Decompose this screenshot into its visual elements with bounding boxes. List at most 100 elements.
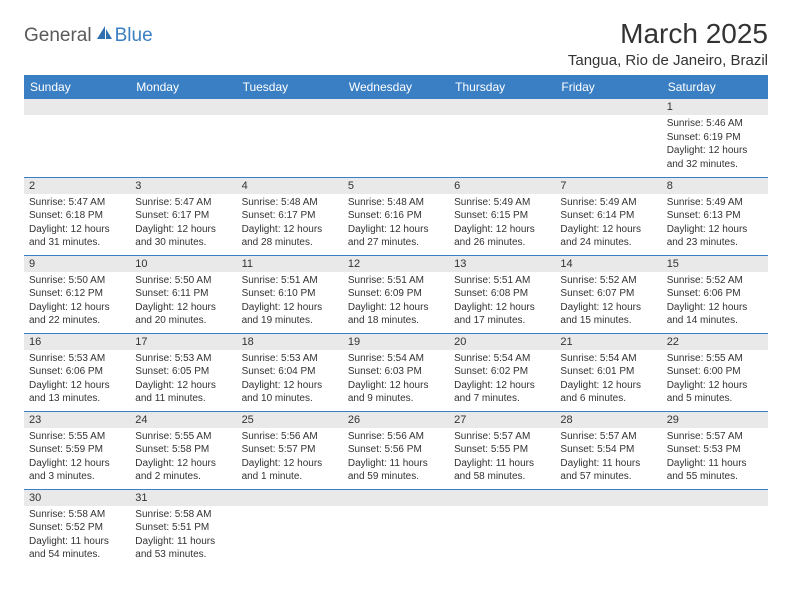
calendar-cell: 29Sunrise: 5:57 AMSunset: 5:53 PMDayligh… [662, 411, 768, 489]
sunrise-text: Sunrise: 5:57 AM [560, 430, 656, 444]
daylight-text: Daylight: 12 hours and 1 minute. [242, 457, 338, 484]
day-number: 11 [237, 256, 343, 272]
daylight-text: Daylight: 12 hours and 14 minutes. [667, 301, 763, 328]
calendar-cell [237, 99, 343, 177]
sunset-text: Sunset: 5:51 PM [135, 521, 231, 535]
sunset-text: Sunset: 6:17 PM [135, 209, 231, 223]
sunrise-text: Sunrise: 5:53 AM [242, 352, 338, 366]
sunset-text: Sunset: 5:58 PM [135, 443, 231, 457]
calendar-table: Sunday Monday Tuesday Wednesday Thursday… [24, 75, 768, 567]
daylight-text: Daylight: 12 hours and 20 minutes. [135, 301, 231, 328]
sunset-text: Sunset: 6:04 PM [242, 365, 338, 379]
calendar-cell: 24Sunrise: 5:55 AMSunset: 5:58 PMDayligh… [130, 411, 236, 489]
sunset-text: Sunset: 6:14 PM [560, 209, 656, 223]
calendar-cell: 16Sunrise: 5:53 AMSunset: 6:06 PMDayligh… [24, 333, 130, 411]
calendar-cell: 17Sunrise: 5:53 AMSunset: 6:05 PMDayligh… [130, 333, 236, 411]
daylight-text: Daylight: 12 hours and 19 minutes. [242, 301, 338, 328]
day-number: 19 [343, 334, 449, 350]
calendar-cell [343, 99, 449, 177]
calendar-cell [237, 489, 343, 567]
calendar-cell: 20Sunrise: 5:54 AMSunset: 6:02 PMDayligh… [449, 333, 555, 411]
sunrise-text: Sunrise: 5:54 AM [348, 352, 444, 366]
calendar-cell [130, 99, 236, 177]
sunrise-text: Sunrise: 5:54 AM [454, 352, 550, 366]
sunrise-text: Sunrise: 5:58 AM [29, 508, 125, 522]
calendar-cell: 9Sunrise: 5:50 AMSunset: 6:12 PMDaylight… [24, 255, 130, 333]
day-details: Sunrise: 5:55 AMSunset: 6:00 PMDaylight:… [662, 350, 768, 410]
sunset-text: Sunset: 6:15 PM [454, 209, 550, 223]
calendar-cell: 8Sunrise: 5:49 AMSunset: 6:13 PMDaylight… [662, 177, 768, 255]
sunset-text: Sunset: 5:57 PM [242, 443, 338, 457]
day-details: Sunrise: 5:47 AMSunset: 6:17 PMDaylight:… [130, 194, 236, 254]
sunset-text: Sunset: 6:01 PM [560, 365, 656, 379]
day-number: 28 [555, 412, 661, 428]
calendar-cell [555, 489, 661, 567]
sunset-text: Sunset: 6:16 PM [348, 209, 444, 223]
day-number: 20 [449, 334, 555, 350]
calendar-week: 2Sunrise: 5:47 AMSunset: 6:18 PMDaylight… [24, 177, 768, 255]
month-title: March 2025 [568, 18, 768, 50]
day-number [555, 99, 661, 115]
calendar-cell: 10Sunrise: 5:50 AMSunset: 6:11 PMDayligh… [130, 255, 236, 333]
title-block: March 2025 Tangua, Rio de Janeiro, Brazi… [568, 18, 768, 69]
calendar-cell [343, 489, 449, 567]
day-number [24, 99, 130, 115]
daylight-text: Daylight: 12 hours and 28 minutes. [242, 223, 338, 250]
day-number: 31 [130, 490, 236, 506]
day-number: 29 [662, 412, 768, 428]
day-details: Sunrise: 5:51 AMSunset: 6:10 PMDaylight:… [237, 272, 343, 332]
sunset-text: Sunset: 5:54 PM [560, 443, 656, 457]
day-number: 6 [449, 178, 555, 194]
calendar-cell: 3Sunrise: 5:47 AMSunset: 6:17 PMDaylight… [130, 177, 236, 255]
day-details: Sunrise: 5:57 AMSunset: 5:54 PMDaylight:… [555, 428, 661, 488]
day-number: 25 [237, 412, 343, 428]
calendar-cell: 14Sunrise: 5:52 AMSunset: 6:07 PMDayligh… [555, 255, 661, 333]
calendar-week: 23Sunrise: 5:55 AMSunset: 5:59 PMDayligh… [24, 411, 768, 489]
calendar-cell: 25Sunrise: 5:56 AMSunset: 5:57 PMDayligh… [237, 411, 343, 489]
day-details: Sunrise: 5:54 AMSunset: 6:03 PMDaylight:… [343, 350, 449, 410]
daylight-text: Daylight: 12 hours and 24 minutes. [560, 223, 656, 250]
day-details: Sunrise: 5:57 AMSunset: 5:53 PMDaylight:… [662, 428, 768, 488]
day-header: Wednesday [343, 75, 449, 99]
daylight-text: Daylight: 12 hours and 26 minutes. [454, 223, 550, 250]
sunrise-text: Sunrise: 5:50 AM [29, 274, 125, 288]
daylight-text: Daylight: 12 hours and 9 minutes. [348, 379, 444, 406]
day-details: Sunrise: 5:48 AMSunset: 6:17 PMDaylight:… [237, 194, 343, 254]
day-number: 8 [662, 178, 768, 194]
day-details: Sunrise: 5:50 AMSunset: 6:11 PMDaylight:… [130, 272, 236, 332]
sunset-text: Sunset: 6:09 PM [348, 287, 444, 301]
sunrise-text: Sunrise: 5:47 AM [135, 196, 231, 210]
calendar-cell: 15Sunrise: 5:52 AMSunset: 6:06 PMDayligh… [662, 255, 768, 333]
daylight-text: Daylight: 12 hours and 31 minutes. [29, 223, 125, 250]
sunset-text: Sunset: 6:08 PM [454, 287, 550, 301]
sunset-text: Sunset: 6:18 PM [29, 209, 125, 223]
brand-logo: General Blue [24, 24, 153, 47]
day-details: Sunrise: 5:56 AMSunset: 5:57 PMDaylight:… [237, 428, 343, 488]
daylight-text: Daylight: 11 hours and 54 minutes. [29, 535, 125, 562]
sunset-text: Sunset: 6:00 PM [667, 365, 763, 379]
daylight-text: Daylight: 12 hours and 27 minutes. [348, 223, 444, 250]
day-header: Sunday [24, 75, 130, 99]
daylight-text: Daylight: 12 hours and 32 minutes. [667, 144, 763, 171]
day-number: 13 [449, 256, 555, 272]
sunrise-text: Sunrise: 5:49 AM [667, 196, 763, 210]
day-header: Monday [130, 75, 236, 99]
daylight-text: Daylight: 12 hours and 30 minutes. [135, 223, 231, 250]
day-number [449, 99, 555, 115]
sunset-text: Sunset: 6:05 PM [135, 365, 231, 379]
day-number [237, 490, 343, 506]
sunset-text: Sunset: 6:13 PM [667, 209, 763, 223]
calendar-cell: 6Sunrise: 5:49 AMSunset: 6:15 PMDaylight… [449, 177, 555, 255]
day-details: Sunrise: 5:47 AMSunset: 6:18 PMDaylight:… [24, 194, 130, 254]
day-details: Sunrise: 5:46 AMSunset: 6:19 PMDaylight:… [662, 115, 768, 175]
calendar-week: 30Sunrise: 5:58 AMSunset: 5:52 PMDayligh… [24, 489, 768, 567]
brand-part1: General [24, 25, 92, 47]
sunset-text: Sunset: 6:10 PM [242, 287, 338, 301]
sunrise-text: Sunrise: 5:53 AM [135, 352, 231, 366]
day-details: Sunrise: 5:49 AMSunset: 6:15 PMDaylight:… [449, 194, 555, 254]
day-number: 21 [555, 334, 661, 350]
sunrise-text: Sunrise: 5:52 AM [667, 274, 763, 288]
daylight-text: Daylight: 12 hours and 15 minutes. [560, 301, 656, 328]
daylight-text: Daylight: 12 hours and 18 minutes. [348, 301, 444, 328]
calendar-cell: 27Sunrise: 5:57 AMSunset: 5:55 PMDayligh… [449, 411, 555, 489]
